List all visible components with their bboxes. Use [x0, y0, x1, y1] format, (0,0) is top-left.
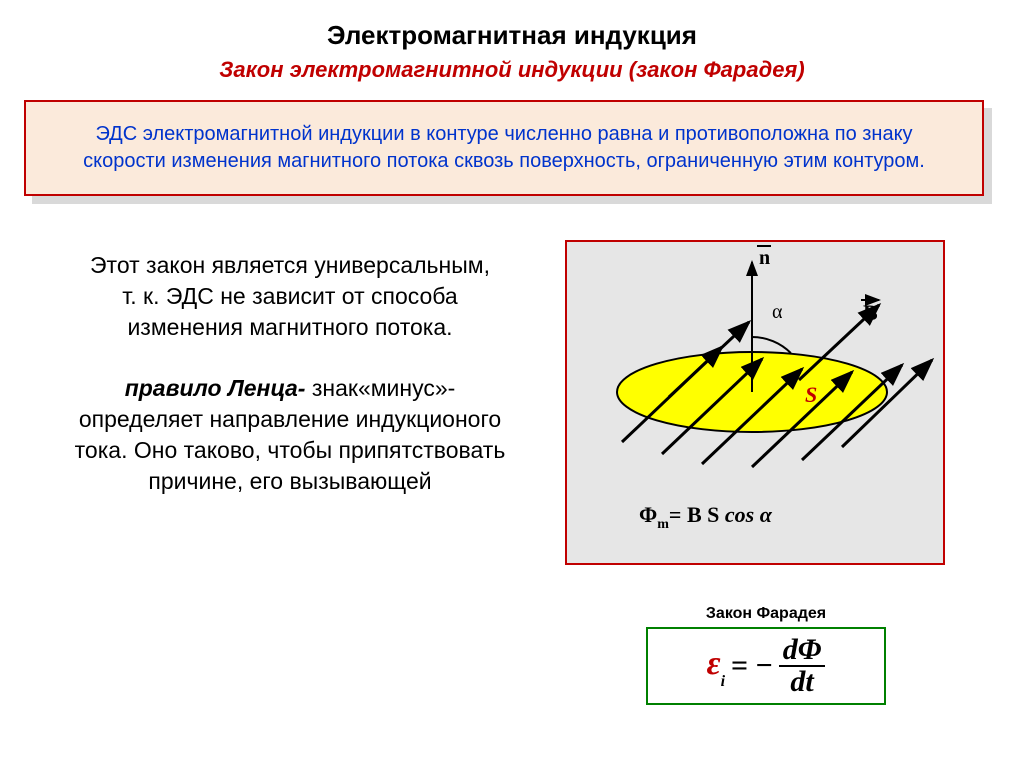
flux-figure-svg: n α B S Φm= B S cos α [567, 242, 943, 563]
faraday-law-panel: Закон Фарадея εi = − dΦ dt [646, 605, 886, 705]
page-subtitle: Закон электромагнитной индукции (закон Ф… [0, 51, 1024, 83]
s-area-label: S [805, 382, 817, 407]
fraction-numerator: dΦ [779, 635, 826, 667]
explanation-text: Этот закон является универсальным,т. к. … [70, 250, 510, 497]
paragraph-lenz: правило Ленца- знак«минус»- определяет н… [70, 373, 510, 497]
equals-minus: = − [731, 649, 773, 683]
faraday-formula: εi = − dΦ dt [707, 635, 826, 697]
page-title: Электромагнитная индукция [0, 0, 1024, 51]
flux-formula: Φm= B S cos α [639, 502, 773, 532]
lenz-rule-lead: правило Ленца- [125, 375, 306, 401]
fraction-denominator: dt [786, 667, 817, 697]
paragraph-universal: Этот закон является универсальным,т. к. … [70, 250, 510, 343]
definition-box: ЭДС электромагнитной индукции в контуре … [24, 100, 984, 196]
n-label: n [759, 247, 770, 269]
faraday-law-title: Закон Фарадея [646, 605, 886, 623]
derivative-fraction: dΦ dt [779, 635, 826, 697]
angle-arc [752, 337, 791, 353]
b-vector-label: B [863, 300, 878, 325]
flux-figure-panel: n α B S Φm= B S cos α [565, 240, 945, 565]
alpha-label: α [772, 301, 783, 323]
faraday-law-box: εi = − dΦ dt [646, 627, 886, 705]
epsilon-symbol: εi [707, 645, 725, 687]
definition-text: ЭДС электромагнитной индукции в контуре … [56, 121, 952, 175]
